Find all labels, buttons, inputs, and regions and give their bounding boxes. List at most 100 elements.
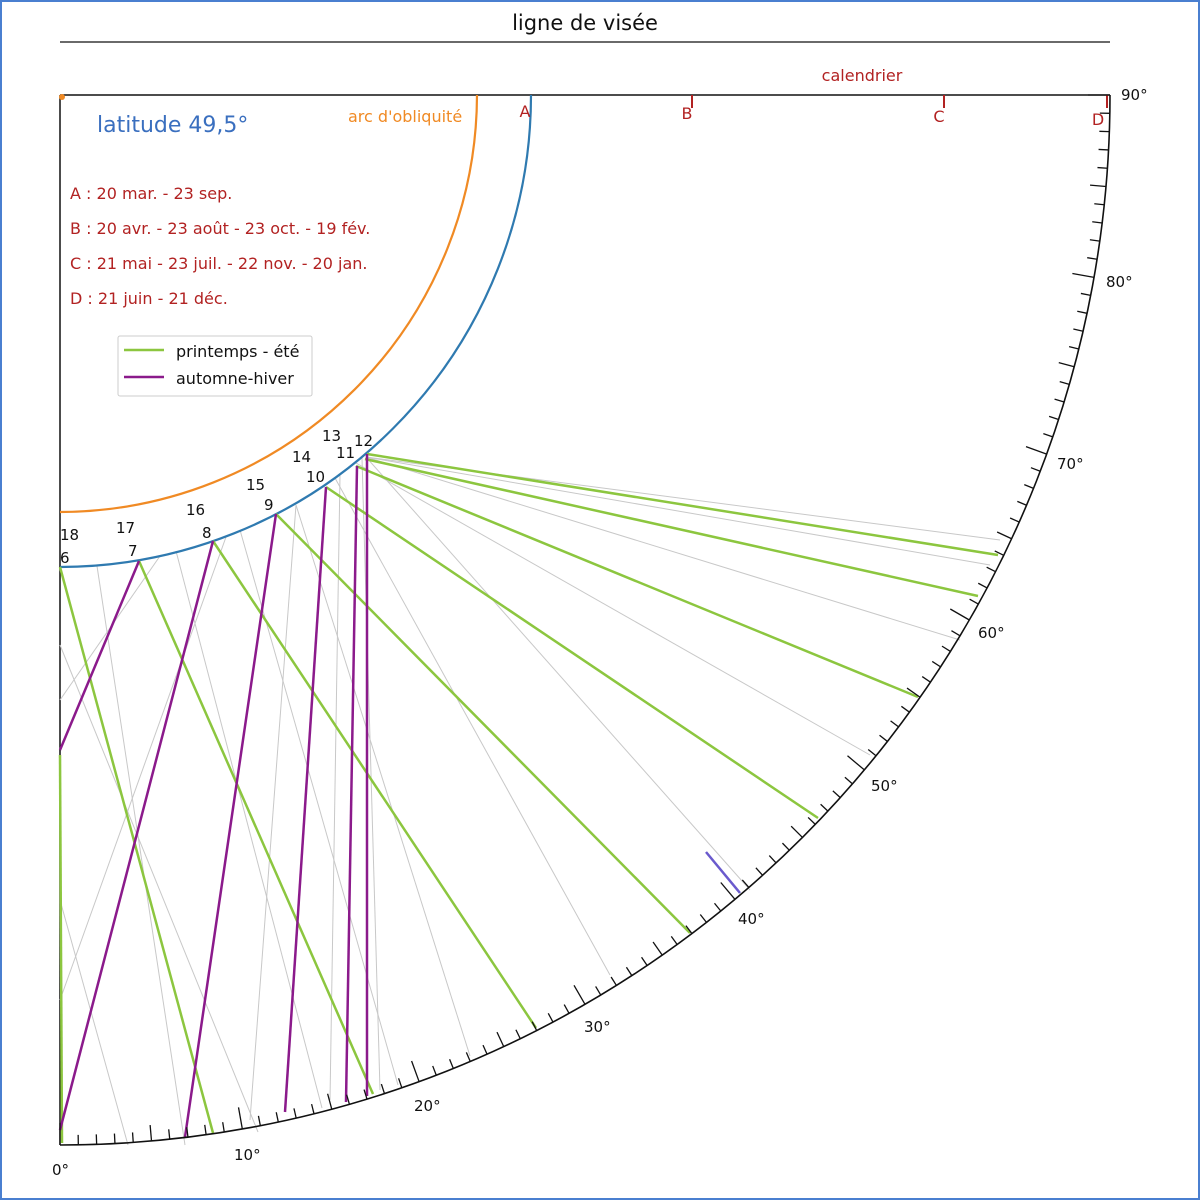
scale-tick: [113, 1133, 116, 1144]
scale-tick: [1090, 184, 1107, 188]
scale-tick: [951, 630, 961, 637]
scale-tick: [685, 925, 693, 934]
degree-labels: 0° 10° 20° 30° 40° 50° 60° 70° 80° 90°: [52, 86, 1148, 1179]
scale-tick: [131, 1132, 134, 1143]
scale-tick: [820, 803, 829, 812]
scale-tick: [890, 720, 899, 728]
scale-tick: [755, 867, 764, 876]
hour-label-10: 10: [306, 468, 325, 486]
season-lines: [58, 452, 999, 1144]
obliquity-arc: [59, 94, 479, 514]
scale-tick: [1068, 345, 1079, 350]
spring-summer-line: [58, 754, 64, 1144]
scale-tick: [275, 1112, 279, 1123]
scale-tick: [346, 1094, 351, 1105]
diagram-title: ligne de visée: [512, 11, 658, 35]
calendar-letter-b: B: [682, 104, 693, 123]
autumn-winter-line: [183, 513, 278, 1138]
scale-tick: [906, 687, 921, 698]
degree-label-80: 80°: [1106, 273, 1133, 291]
calendar-key-d: D : 21 juin - 21 déc.: [70, 289, 228, 308]
hour-grid-line: [59, 644, 259, 1133]
scale-tick: [531, 1021, 538, 1031]
scale-tick: [1024, 483, 1034, 489]
hour-grid-line: [96, 565, 186, 1146]
hour-grid-line: [365, 456, 961, 641]
spring-summer-line: [137, 560, 375, 1095]
hour-grid-line: [365, 456, 991, 566]
scale-tick: [969, 598, 979, 605]
hour-grid: [59, 456, 1001, 1146]
scale-tick: [397, 1078, 403, 1089]
scale-tick: [1030, 467, 1041, 472]
scale-tick: [986, 566, 996, 573]
scale-tick: [1043, 432, 1054, 438]
hour-label-15: 15: [246, 476, 265, 494]
autumn-winter-line: [58, 540, 215, 1131]
scale-tick: [149, 1125, 153, 1142]
scale-tick: [573, 984, 586, 1005]
latitude-label: latitude 49,5°: [97, 113, 248, 138]
scale-tick: [867, 748, 877, 757]
spring-summer-line: [275, 513, 691, 934]
scale-tick: [1077, 310, 1088, 314]
scale-tick: [610, 976, 617, 986]
scale-tick: [1094, 203, 1105, 206]
scale-tick: [310, 1103, 315, 1114]
calendar-letter-d: D: [1092, 110, 1104, 129]
degree-label-30: 30°: [584, 1018, 611, 1036]
calendar-label: calendrier: [822, 66, 903, 85]
hour-grid-line: [59, 536, 227, 1001]
calendar-letter-a: A: [520, 102, 531, 121]
degree-label-20: 20°: [414, 1097, 441, 1115]
scale-tick: [1048, 415, 1059, 421]
degree-label-40: 40°: [738, 910, 765, 928]
scale-tick: [1059, 381, 1070, 386]
scale-tick: [1017, 500, 1027, 506]
scale-tick: [1089, 239, 1100, 242]
scale-tick: [921, 676, 931, 683]
scale-tick: [832, 790, 841, 799]
scale-tick: [204, 1124, 207, 1135]
scale-tick: [1087, 257, 1098, 260]
hour-label-16: 16: [186, 501, 205, 519]
hour-grid-line: [361, 457, 381, 1091]
scale-tick: [713, 902, 722, 912]
scale-tick: [1054, 398, 1065, 403]
equator-arc: [59, 94, 533, 569]
hour-grid-line: [59, 899, 129, 1146]
scale-tick: [326, 1093, 333, 1110]
scale-tick: [1025, 445, 1047, 455]
legend: printemps - été automne-hiver: [117, 335, 313, 397]
autumn-winter-line: [58, 560, 141, 751]
calendar-letter-c: C: [933, 107, 944, 126]
hour-label-14: 14: [292, 448, 311, 466]
scale-tick: [595, 986, 602, 996]
scale-tick: [432, 1065, 437, 1076]
scale-tick: [941, 645, 951, 652]
hour-labels: 6 7 8 9 10 11 12 18 17 16 15 14 13: [60, 427, 373, 567]
scale-tick: [900, 705, 910, 713]
scale-tick: [186, 1127, 189, 1138]
scale-tick: [844, 776, 853, 785]
scale-tick: [448, 1059, 454, 1069]
scale-tick: [1009, 517, 1020, 523]
hour-label-11: 11: [336, 444, 355, 462]
scale-tick: [1092, 221, 1103, 224]
scale-tick: [222, 1122, 225, 1133]
hour-grid-line: [329, 474, 341, 1101]
legend-label-autumn: automne-hiver: [176, 369, 294, 388]
degree-label-50: 50°: [871, 777, 898, 795]
degree-label-0: 0°: [52, 1161, 69, 1179]
calendar-key-c: C : 21 mai - 23 juil. - 22 nov. - 20 jan…: [70, 254, 367, 273]
scale-tick: [931, 660, 941, 668]
scale-tick: [949, 608, 970, 621]
hour-label-18: 18: [60, 526, 79, 544]
obliquity-label: arc d'obliquité: [348, 107, 462, 126]
scale-tick: [237, 1107, 243, 1130]
spring-summer-line: [211, 540, 538, 1029]
scale-tick: [547, 1012, 554, 1023]
scale-tick: [380, 1083, 386, 1094]
scale-tick: [879, 734, 888, 742]
